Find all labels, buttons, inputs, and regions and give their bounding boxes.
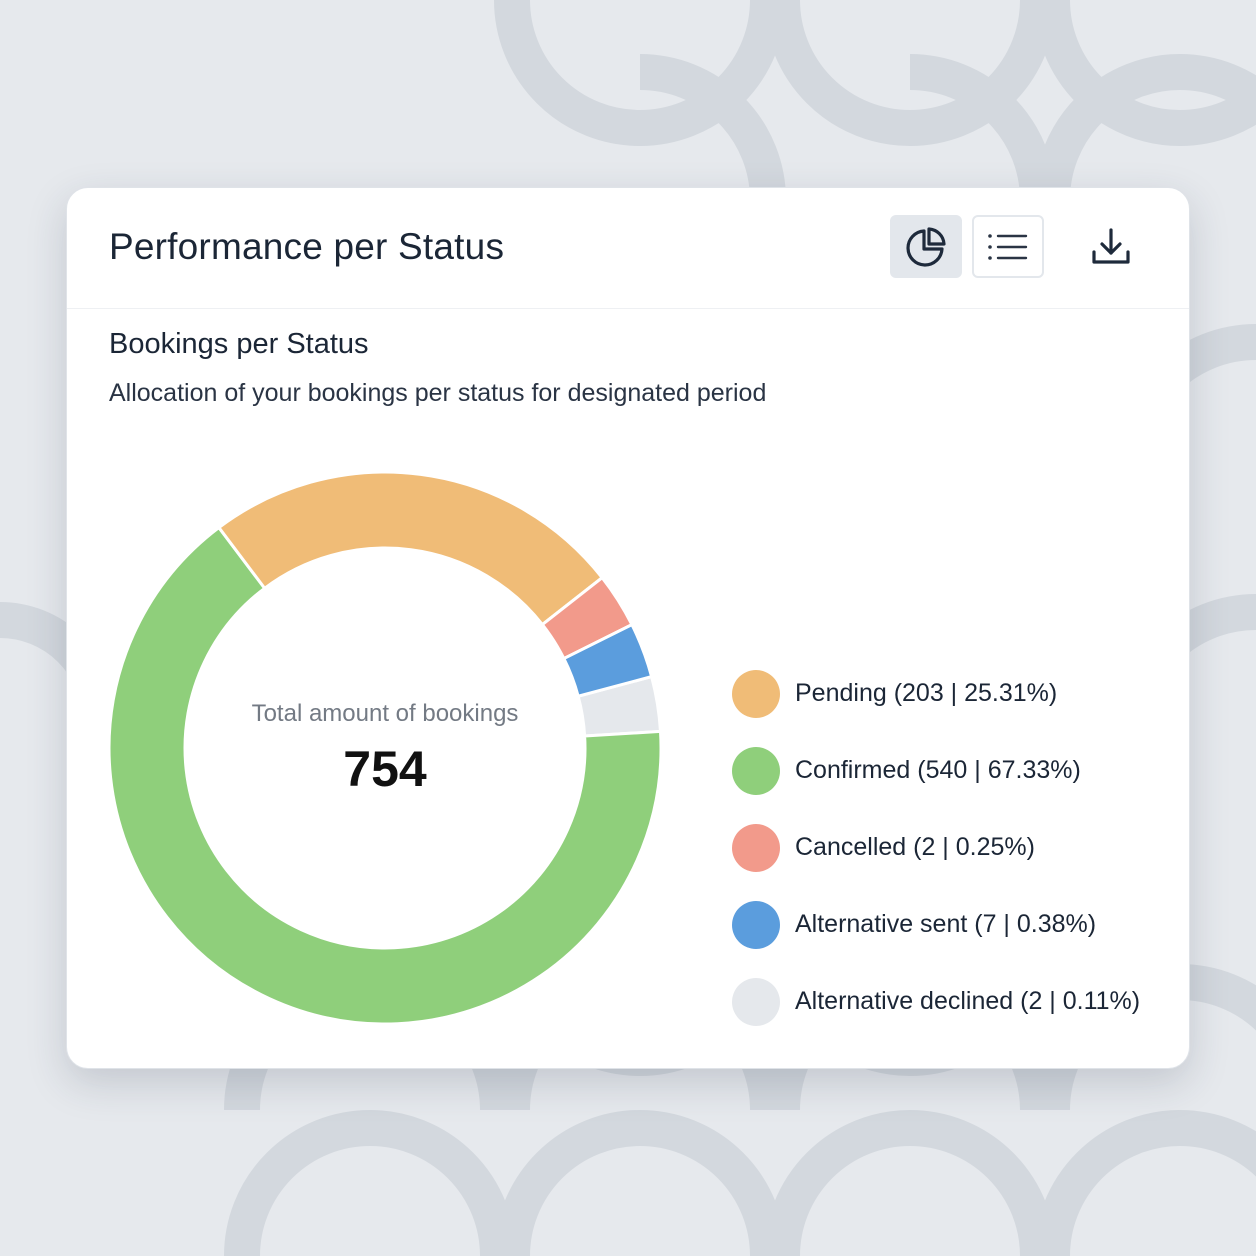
donut-chart: [107, 470, 663, 1026]
legend-dot-alternative-sent: [732, 901, 780, 949]
legend-dot-pending: [732, 670, 780, 718]
section-description: Allocation of your bookings per status f…: [109, 379, 767, 407]
background-arc: [494, 0, 786, 146]
legend-label-alternative-sent: Alternative sent (7 | 0.38%): [795, 910, 1097, 938]
performance-card: Performance per Status: [66, 187, 1190, 1069]
background-arc: [909, 54, 1056, 201]
legend-label-confirmed: Confirmed (540 | 67.33%): [795, 756, 1081, 784]
background-arc: [639, 54, 786, 201]
donut-slice-alternative-sent[interactable]: [561, 622, 654, 699]
legend-dot-cancelled: [732, 824, 780, 872]
download-icon: [1092, 227, 1130, 264]
list-view-button[interactable]: [972, 215, 1044, 278]
page-title: Performance per Status: [109, 226, 505, 267]
legend-item-alternative-sent: Alternative sent (7 | 0.38%): [732, 901, 1182, 949]
legend-dot-alternative-declined: [732, 978, 780, 1026]
total-value: 754: [343, 741, 427, 797]
legend-item-alternative-declined: Alternative declined (2 | 0.11%): [732, 978, 1182, 1026]
legend-dot-confirmed: [732, 747, 780, 795]
legend-label-pending: Pending (203 | 25.31%): [795, 679, 1058, 707]
total-label: Total amount of bookings: [251, 700, 519, 727]
background-arc: [1034, 54, 1256, 201]
background-arc: [494, 1110, 786, 1256]
list-icon: [988, 233, 1028, 260]
background-arc: [764, 1110, 1056, 1256]
donut-slice-pending[interactable]: [216, 470, 605, 627]
pie-view-button[interactable]: [890, 215, 962, 278]
legend-label-cancelled: Cancelled (2 | 0.25%): [795, 833, 1035, 861]
background-arc: [1034, 1110, 1256, 1256]
background-arc: [764, 0, 1056, 146]
legend-item-confirmed: Confirmed (540 | 67.33%): [732, 747, 1182, 795]
donut-slice-confirmed[interactable]: [107, 525, 663, 1026]
background-arc: [224, 1110, 516, 1256]
legend-item-cancelled: Cancelled (2 | 0.25%): [732, 824, 1182, 872]
section-title: Bookings per Status: [109, 328, 369, 360]
background-arc: [1034, 0, 1256, 146]
pie-chart-icon: [906, 226, 946, 267]
card-header: Performance per Status: [67, 188, 1189, 309]
legend-label-alternative-declined: Alternative declined (2 | 0.11%): [795, 987, 1141, 1015]
download-button[interactable]: [1075, 215, 1147, 278]
legend-item-pending: Pending (203 | 25.31%): [732, 670, 1182, 718]
